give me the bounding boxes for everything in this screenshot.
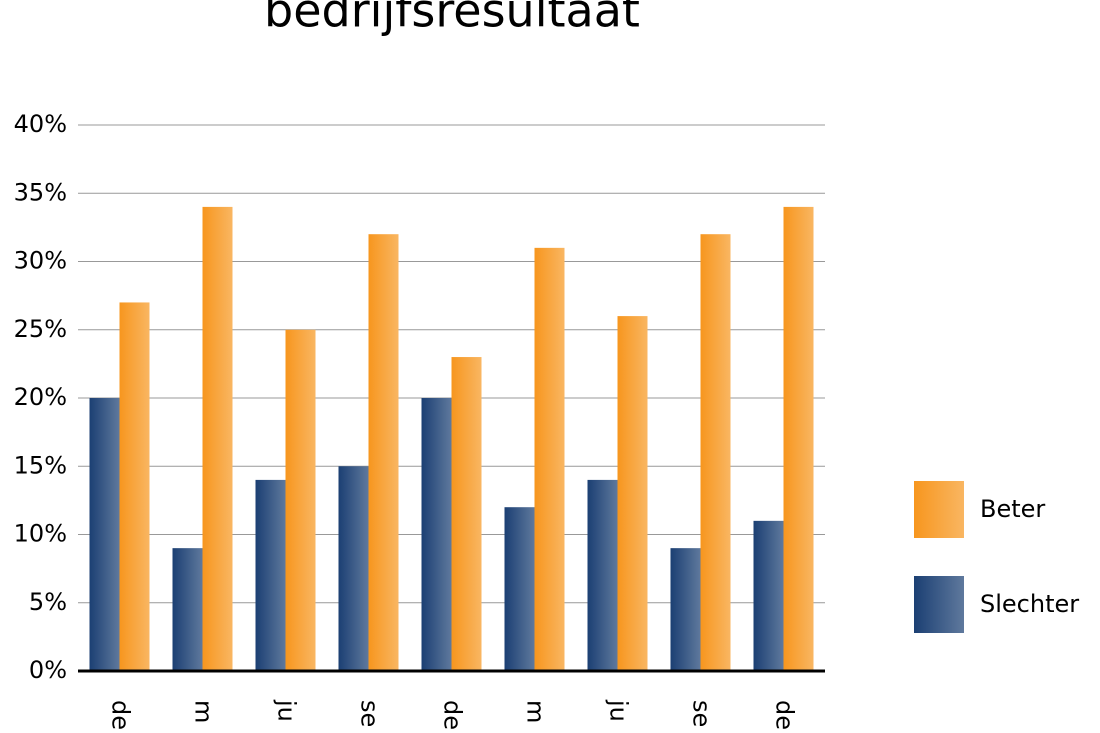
bar [368,234,399,671]
bar [617,316,648,671]
y-tick-label: 35% [14,178,67,206]
bar [119,302,150,671]
bar [534,247,565,671]
x-tick-label: ju [273,699,301,722]
legend-label: Slechter [980,590,1079,618]
x-tick-label: ju [605,699,633,722]
y-tick-label: 5% [29,588,67,616]
y-tick-label: 15% [14,451,67,479]
y-tick-label: 20% [14,383,67,411]
x-tick-label: se [688,700,716,727]
bar [451,357,482,671]
x-tick-label: de [107,700,135,730]
bar [504,507,535,671]
bar [670,548,701,671]
bar [700,234,731,671]
bar [587,479,618,671]
x-tick-label: de [771,700,799,730]
legend-label: Beter [980,495,1045,523]
bar [89,398,120,671]
x-tick-label: de [439,700,467,730]
chart-title: bedrijfsresultaat [264,0,640,38]
y-tick-label: 25% [14,315,67,343]
y-tick-label: 30% [14,247,67,275]
x-tick-label: se [356,700,384,727]
bar [753,520,784,671]
legend-swatch [914,576,964,633]
bar [255,479,286,671]
bar [172,548,203,671]
bar [285,329,316,671]
bar [338,466,369,671]
y-tick-label: 0% [29,656,67,684]
bar [202,206,233,671]
x-tick-label: m [190,700,218,723]
legend-swatch [914,481,964,538]
x-tick-label: m [522,700,550,723]
bar [421,398,452,671]
y-tick-label: 10% [14,520,67,548]
y-tick-label: 40% [14,110,67,138]
bar [783,206,814,671]
